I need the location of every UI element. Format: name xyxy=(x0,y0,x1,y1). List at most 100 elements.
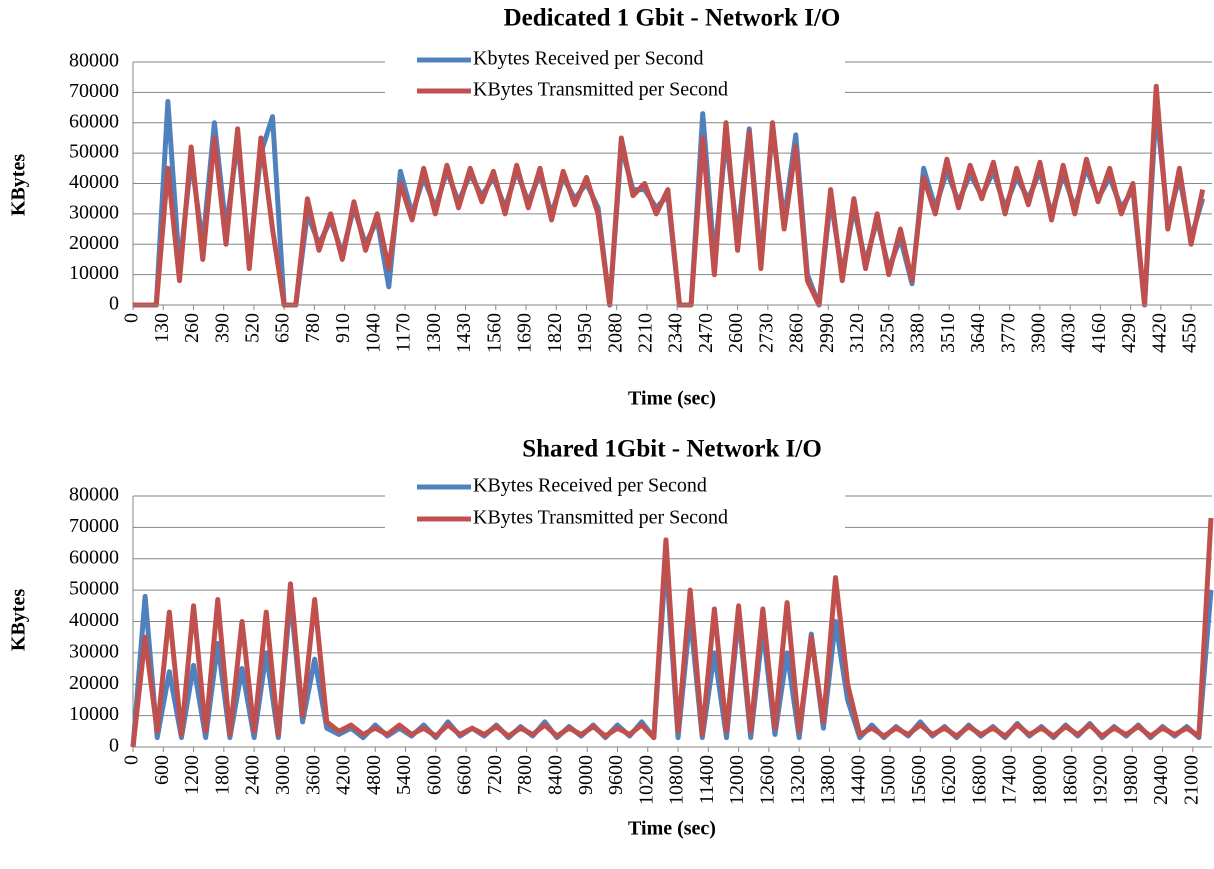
x-tick-label: 2080 xyxy=(604,313,626,353)
x-tick-label: 9600 xyxy=(605,755,627,795)
x-tick-label: 9000 xyxy=(575,755,597,795)
x-tick-label: 3510 xyxy=(937,313,959,353)
x-tick-label: 3770 xyxy=(997,313,1019,353)
chart: Shared 1Gbit - Network I/O 0 10000 20000 300… xyxy=(8,436,1214,840)
data-line xyxy=(130,517,1214,748)
x-tick-label: 16800 xyxy=(968,755,990,805)
y-tick-label: 70000 xyxy=(69,515,119,537)
y-tick-label: 40000 xyxy=(69,171,119,193)
x-tick-label: 1300 xyxy=(423,313,445,353)
chart-title: Shared 1Gbit - Network I/O xyxy=(522,436,822,463)
chart-title: Dedicated 1 Gbit - Network I/O xyxy=(504,5,841,32)
x-tick-label: 1170 xyxy=(393,313,415,352)
x-tick-label: 4160 xyxy=(1088,313,1110,353)
y-tick-label: 20000 xyxy=(69,672,119,694)
x-tick-label: 21000 xyxy=(1180,755,1202,805)
x-tick-label: 18000 xyxy=(1029,755,1051,805)
x-tick-label: 2210 xyxy=(635,313,657,353)
legend-label: KBytes Transmitted per Second xyxy=(473,79,728,101)
x-tick-label: 16200 xyxy=(938,755,960,805)
x-tick-label: 1690 xyxy=(514,313,536,353)
y-tick-label: 50000 xyxy=(69,578,119,600)
x-tick-label: 2990 xyxy=(816,313,838,353)
x-tick-label: 3120 xyxy=(846,313,868,353)
x-tick-label: 13200 xyxy=(787,755,809,805)
x-tick-label: 3640 xyxy=(967,313,989,353)
x-tick-label: 130 xyxy=(151,313,173,343)
x-tick-label: 6600 xyxy=(454,755,476,795)
y-tick-label: 20000 xyxy=(69,232,119,254)
x-tick-label: 12000 xyxy=(726,755,748,805)
x-tick-label: 1200 xyxy=(181,755,203,795)
legend-box xyxy=(385,471,845,535)
x-tick-label: 18600 xyxy=(1059,755,1081,805)
x-tick-label: 910 xyxy=(332,313,354,343)
x-tick-label: 6000 xyxy=(423,755,445,795)
x-tick-label: 7800 xyxy=(514,755,536,795)
x-tick-label: 3000 xyxy=(272,755,294,795)
x-tick-label: 260 xyxy=(181,313,203,343)
x-tick-label: 4200 xyxy=(333,755,355,795)
x-tick-label: 3250 xyxy=(876,313,898,353)
y-tick-label: 10000 xyxy=(69,262,119,284)
x-tick-label: 1040 xyxy=(362,313,384,353)
x-tick-label: 2730 xyxy=(755,313,777,353)
x-tick-label: 3380 xyxy=(907,313,929,353)
y-tick-label: 30000 xyxy=(69,201,119,223)
x-tick-label: 15600 xyxy=(908,755,930,805)
x-axis-title: Time (sec) xyxy=(628,388,716,410)
x-tick-label: 780 xyxy=(302,313,324,343)
y-axis-title: KBytes xyxy=(8,154,30,216)
x-tick-label: 4290 xyxy=(1118,313,1140,353)
x-tick-label: 4550 xyxy=(1179,313,1201,353)
legend-label: KBytes Received per Second xyxy=(473,475,707,497)
x-tick-label: 520 xyxy=(242,313,264,343)
x-tick-label: 2400 xyxy=(242,755,264,795)
x-tick-label: 2340 xyxy=(665,313,687,353)
y-tick-label: 50000 xyxy=(69,141,119,163)
x-tick-label: 4800 xyxy=(363,755,385,795)
x-tick-label: 17400 xyxy=(999,755,1021,805)
data-line xyxy=(133,83,1206,308)
x-tick-label: 7200 xyxy=(484,755,506,795)
x-tick-label: 10200 xyxy=(635,755,657,805)
y-tick-label: 60000 xyxy=(69,110,119,132)
x-tick-label: 2600 xyxy=(725,313,747,353)
x-tick-label: 19200 xyxy=(1090,755,1112,805)
y-tick-label: 80000 xyxy=(69,50,119,72)
x-tick-label: 1950 xyxy=(574,313,596,353)
legend-label: KBytes Transmitted per Second xyxy=(473,507,728,529)
y-tick-label: 30000 xyxy=(69,640,119,662)
x-tick-label: 11400 xyxy=(696,755,718,804)
x-tick-label: 12600 xyxy=(756,755,778,805)
x-tick-label: 1560 xyxy=(483,313,505,353)
x-tick-label: 2470 xyxy=(695,313,717,353)
y-tick-label: 0 xyxy=(109,293,119,315)
x-tick-label: 19800 xyxy=(1120,755,1142,805)
chart: Dedicated 1 Gbit - Network I/O 0 10000 2000… xyxy=(8,5,1212,410)
x-tick-label: 1430 xyxy=(453,313,475,353)
x-tick-label: 1800 xyxy=(211,755,233,795)
x-tick-label: 2860 xyxy=(786,313,808,353)
x-tick-label: 390 xyxy=(211,313,233,343)
x-tick-label: 0 xyxy=(121,313,143,323)
x-tick-label: 13800 xyxy=(817,755,839,805)
y-tick-label: 0 xyxy=(109,735,119,757)
x-tick-label: 3900 xyxy=(1028,313,1050,353)
x-tick-label: 20400 xyxy=(1150,755,1172,805)
x-tick-label: 15000 xyxy=(878,755,900,805)
x-axis-title: Time (sec) xyxy=(628,818,716,840)
x-tick-label: 1820 xyxy=(544,313,566,353)
x-tick-label: 5400 xyxy=(393,755,415,795)
y-tick-label: 60000 xyxy=(69,546,119,568)
x-tick-label: 14400 xyxy=(847,755,869,805)
y-tick-label: 40000 xyxy=(69,609,119,631)
x-tick-label: 4030 xyxy=(1058,313,1080,353)
x-tick-label: 600 xyxy=(151,755,173,785)
x-tick-label: 8400 xyxy=(545,755,567,795)
x-tick-label: 10800 xyxy=(666,755,688,805)
x-tick-label: 4420 xyxy=(1148,313,1170,353)
legend-label: Kbytes Received per Second xyxy=(473,48,703,70)
y-axis-title: KBytes xyxy=(8,589,30,651)
